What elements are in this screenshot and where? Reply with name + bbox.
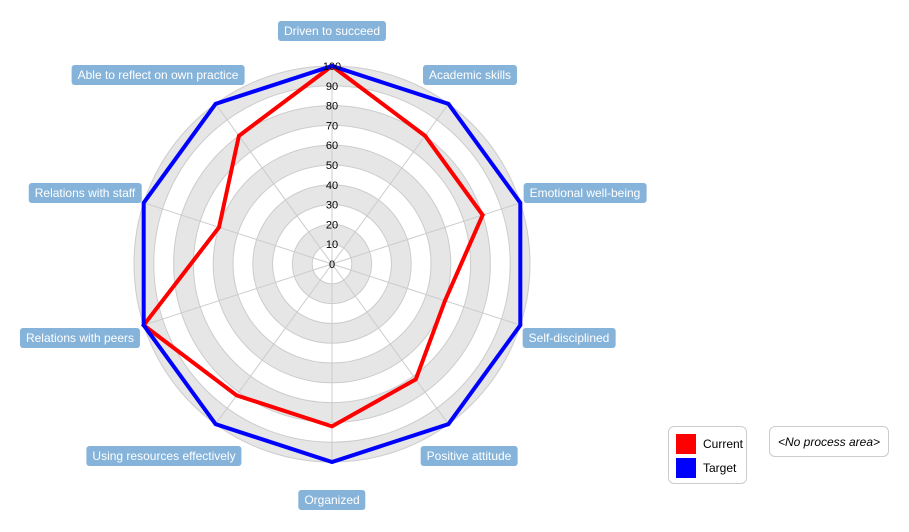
- tick-label: 80: [326, 101, 338, 113]
- axis-label: Positive attitude: [420, 446, 518, 466]
- legend-label-current: Current: [703, 437, 744, 451]
- data-point-current: [444, 300, 446, 302]
- axis-label: Organized: [298, 490, 366, 510]
- tick-label: 100: [323, 61, 341, 73]
- tick-label: 50: [326, 160, 338, 172]
- grid-spoke: [331, 103, 449, 265]
- tick-label: 30: [326, 200, 338, 212]
- legend: Current Target: [668, 426, 747, 484]
- data-point-target: [331, 461, 333, 463]
- axis-label: Relations with staff: [28, 183, 142, 203]
- tick-label: 40: [326, 180, 338, 192]
- grid-spoke: [331, 263, 449, 425]
- legend-swatch-target: [676, 458, 696, 478]
- tick-label: 0: [329, 259, 335, 271]
- tick-label: 90: [326, 81, 338, 93]
- grid-spoke: [143, 263, 333, 326]
- data-point-target: [519, 324, 521, 326]
- legend-item-target: Target: [676, 456, 746, 480]
- data-point-target: [143, 324, 145, 326]
- data-point-target: [143, 202, 145, 204]
- axis-label: Able to reflect on own practice: [71, 65, 245, 85]
- data-point-target: [447, 423, 449, 425]
- data-point-current: [424, 135, 426, 137]
- axis-label: Relations with peers: [19, 328, 141, 348]
- axis-label: Emotional well-being: [523, 183, 647, 203]
- legend-item-current: Current: [676, 432, 746, 456]
- grid-spoke: [215, 263, 333, 425]
- data-point-target: [215, 103, 217, 105]
- data-point-current: [331, 425, 333, 427]
- axis-label: Driven to succeed: [277, 21, 387, 41]
- data-point-current: [482, 214, 484, 216]
- data-point-current: [218, 226, 220, 228]
- tick-label: 10: [326, 239, 338, 251]
- grid-spoke: [215, 103, 333, 265]
- axis-label: Self-disciplined: [522, 328, 616, 348]
- axis-label: Using resources effectively: [86, 446, 242, 466]
- legend-label-target: Target: [703, 461, 737, 475]
- data-point-target: [331, 65, 333, 67]
- axis-label: Academic skills: [422, 65, 518, 85]
- data-point-target: [519, 202, 521, 204]
- tick-label: 20: [326, 219, 338, 231]
- process-area-selector[interactable]: <No process area>: [769, 426, 889, 457]
- data-point-target: [447, 103, 449, 105]
- grid-spoke: [143, 202, 333, 265]
- grid-spoke: [331, 202, 521, 265]
- tick-label: 60: [326, 140, 338, 152]
- legend-swatch-current: [676, 434, 696, 454]
- tick-label: 70: [326, 120, 338, 132]
- data-point-current: [415, 378, 417, 380]
- grid-spoke: [331, 263, 521, 326]
- data-point-current: [236, 394, 238, 396]
- data-point-target: [215, 423, 217, 425]
- data-point-current: [238, 135, 240, 137]
